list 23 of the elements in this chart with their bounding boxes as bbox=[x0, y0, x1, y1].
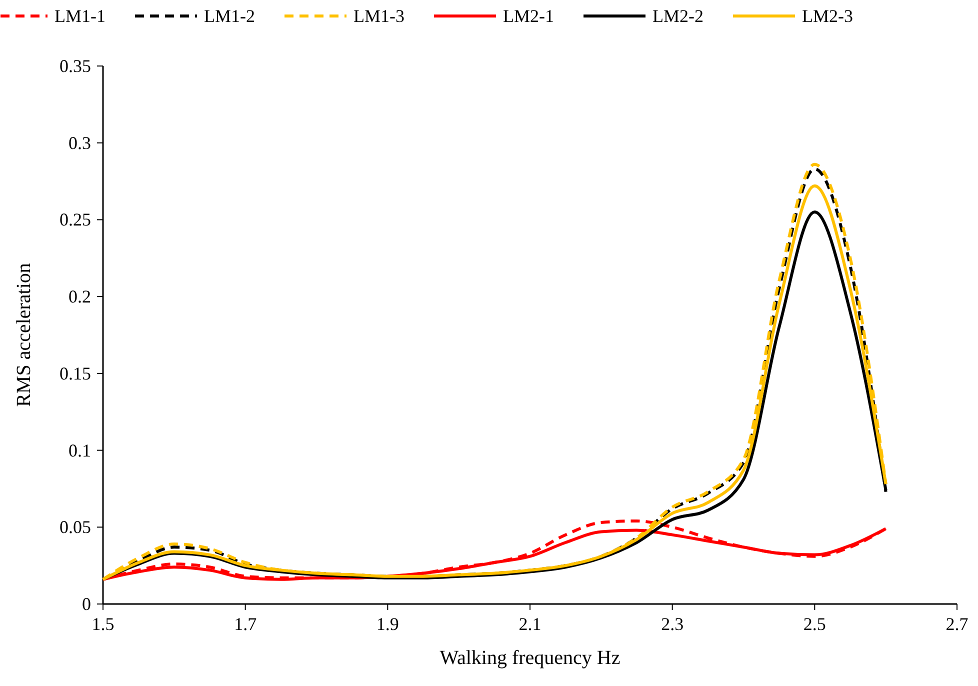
x-tick-label: 1.7 bbox=[234, 614, 257, 634]
y-tick-label: 0.05 bbox=[60, 517, 91, 538]
y-tick-label: 0 bbox=[82, 594, 91, 614]
x-tick-label: 2.3 bbox=[661, 614, 684, 634]
legend-label: LM2-1 bbox=[503, 6, 554, 26]
legend-label: LM2-3 bbox=[802, 6, 853, 26]
legend-label: LM1-3 bbox=[354, 6, 404, 26]
x-tick-label: 2.7 bbox=[946, 614, 968, 634]
x-tick-label: 2.1 bbox=[518, 614, 542, 634]
x-axis-title: Walking frequency Hz bbox=[440, 647, 620, 669]
y-tick-label: 0.25 bbox=[60, 210, 91, 230]
legend-label: LM2-2 bbox=[652, 6, 704, 26]
x-tick-label: 1.9 bbox=[376, 614, 399, 634]
y-tick-label: 0.2 bbox=[68, 286, 91, 307]
x-tick-label: 1.5 bbox=[92, 614, 114, 634]
legend-label: LM1-1 bbox=[54, 6, 106, 26]
y-axis-title: RMS acceleration bbox=[13, 263, 35, 407]
y-tick-label: 0.1 bbox=[68, 440, 91, 460]
y-tick-label: 0.15 bbox=[60, 363, 91, 384]
x-tick-label: 2.5 bbox=[803, 614, 826, 634]
y-tick-label: 0.35 bbox=[60, 56, 91, 76]
y-tick-label: 0.3 bbox=[68, 132, 91, 153]
legend-label: LM1-2 bbox=[204, 6, 255, 26]
